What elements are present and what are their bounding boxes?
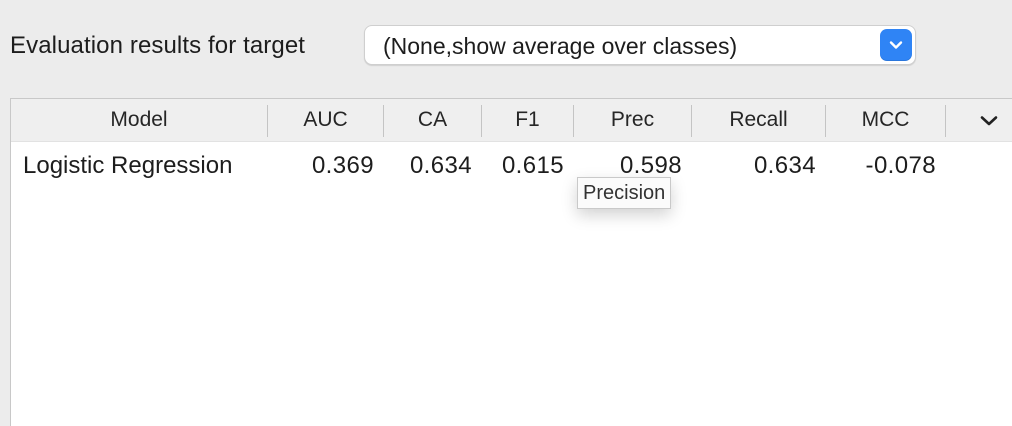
column-divider[interactable] [573,105,574,137]
cell-recall: 0.634 [753,152,816,179]
column-divider[interactable] [825,105,826,137]
cell-model: Logistic Regression [23,152,233,179]
column-header-auc[interactable]: AUC [303,108,348,131]
select-stepper-button[interactable] [880,29,912,61]
column-header-ca[interactable]: CA [417,108,448,131]
chevron-down-icon [889,41,903,49]
cell-auc: 0.369 [311,152,374,179]
target-select[interactable]: (None,show average over classes) [364,25,916,65]
column-header-f1[interactable]: F1 [515,108,540,131]
cell-ca: 0.634 [409,152,472,179]
column-divider[interactable] [481,105,482,137]
column-divider[interactable] [383,105,384,137]
column-header-prec[interactable]: Prec [610,108,655,131]
column-header-recall[interactable]: Recall [729,108,788,131]
target-label: Evaluation results for target [10,32,306,59]
column-divider[interactable] [267,105,268,137]
column-chooser-button[interactable] [966,99,1012,141]
chevron-down-icon [980,116,998,126]
precision-tooltip: Precision [577,177,672,209]
table-row[interactable]: Logistic Regression 0.369 0.634 0.615 0.… [11,143,1012,189]
target-select-value: (None,show average over classes) [383,33,738,59]
table-header: Model AUC CA F1 Prec Recall MCC [11,99,1012,142]
cell-prec: 0.598 [619,152,682,179]
column-divider[interactable] [945,105,946,137]
cell-mcc: -0.078 [865,152,936,179]
target-selector-row: Evaluation results for target (None,show… [0,0,1012,90]
column-header-mcc[interactable]: MCC [861,108,910,131]
column-header-model[interactable]: Model [110,108,168,131]
column-divider[interactable] [691,105,692,137]
results-table: Model AUC CA F1 Prec Recall MCC Logistic… [10,98,1012,426]
cell-f1: 0.615 [501,152,564,179]
